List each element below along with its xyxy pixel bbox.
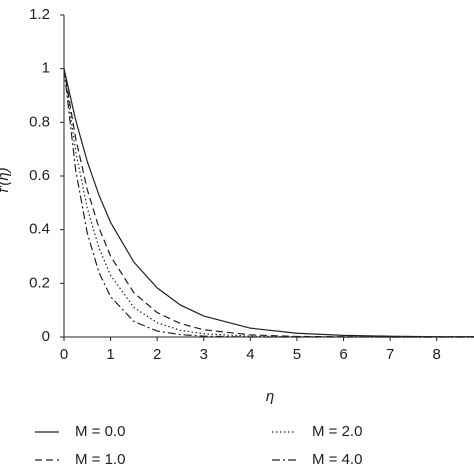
legend-label: M = 2.0 — [312, 423, 362, 440]
legend-label: M = 4.0 — [312, 451, 362, 468]
y-tick-label: 0.8 — [29, 113, 50, 130]
y-tick-label: 0.4 — [29, 221, 50, 238]
line — [63, 68, 474, 338]
legend-label: M = 1.0 — [75, 451, 125, 468]
x-axis-label: η — [266, 388, 274, 405]
line — [63, 68, 474, 338]
x-tick-label: 5 — [293, 346, 301, 363]
y-tick-label: 0 — [42, 328, 50, 345]
line — [63, 68, 474, 338]
x-tick-label: 7 — [386, 346, 394, 363]
x-tick-label: 2 — [153, 346, 161, 363]
x-tick-label: 1 — [106, 346, 114, 363]
x-tick-label: 6 — [339, 346, 347, 363]
y-tick-label: 0.2 — [29, 274, 50, 291]
line — [63, 68, 474, 338]
y-tick-label: 1 — [42, 60, 50, 77]
y-axis-label: f′(η) — [0, 167, 12, 192]
y-tick-label: 0.6 — [29, 167, 50, 184]
x-tick-label: 4 — [246, 346, 254, 363]
x-tick-label: 3 — [200, 346, 208, 363]
y-tick-label: 1.2 — [29, 6, 50, 23]
x-tick-label: 0 — [60, 346, 68, 363]
x-tick-label: 8 — [433, 346, 441, 363]
legend-label: M = 0.0 — [75, 423, 125, 440]
